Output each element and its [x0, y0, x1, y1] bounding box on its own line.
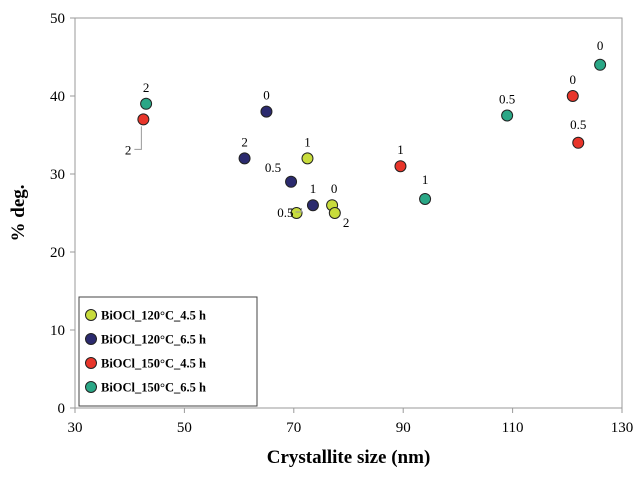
data-point: [301, 152, 314, 165]
point-label: 2: [125, 142, 132, 157]
y-tick-label: 0: [58, 401, 66, 417]
point-label: 0.5: [265, 160, 281, 175]
x-axis-title: Crystallite size (nm): [267, 447, 431, 468]
point-label: 1: [310, 181, 317, 196]
point-label: 2: [241, 134, 248, 149]
legend-label: BiOCl_120°C_4.5 h: [101, 309, 206, 323]
point-label: 0: [570, 72, 577, 87]
data-point: [594, 58, 607, 71]
data-point: [419, 192, 432, 205]
legend-label: BiOCl_120°C_6.5 h: [101, 333, 206, 347]
point-label: 0.5: [570, 117, 586, 132]
x-tick-label: 130: [611, 420, 634, 436]
point-label: 1: [397, 142, 404, 157]
legend: BiOCl_120°C_4.5 h BiOCl_120°C_6.5 h BiOCl_…: [78, 296, 258, 407]
legend-marker: [85, 381, 97, 393]
point-label: 0: [331, 181, 338, 196]
x-tick-label: 110: [502, 420, 524, 436]
data-point: [501, 109, 514, 122]
data-point: [572, 136, 585, 149]
legend-box: [78, 296, 258, 407]
point-label: 0: [263, 88, 270, 103]
x-tick-label: 90: [396, 420, 411, 436]
y-tick-label: 40: [50, 89, 65, 105]
y-tick-label: 30: [50, 167, 65, 183]
data-point: [238, 152, 251, 165]
data-point: [394, 160, 407, 173]
plot-area: [74, 17, 623, 409]
point-label: 0: [597, 38, 604, 53]
legend-marker: [85, 357, 97, 369]
x-tick-label: 50: [177, 420, 192, 436]
point-label: 2: [343, 215, 350, 230]
label-leader-line: [295, 208, 303, 213]
data-point: [328, 207, 341, 219]
y-tick-label: 50: [50, 11, 65, 27]
point-label: 2: [143, 80, 150, 95]
legend-label: BiOCl_150°C_4.5 h: [101, 357, 206, 371]
point-label: 1: [304, 134, 311, 149]
point-label: 0.5: [499, 92, 515, 107]
data-point: [566, 90, 579, 102]
data-points: [137, 58, 607, 219]
point-label: 0.5: [277, 205, 293, 220]
label-leader-line: [134, 126, 142, 150]
data-point: [290, 207, 303, 219]
y-tick-label: 10: [50, 323, 65, 339]
legend-label: BiOCl_150°C_6.5 h: [101, 381, 206, 395]
y-tick-label: 20: [50, 245, 65, 261]
x-tick-label: 30: [68, 420, 83, 436]
legend-marker: [85, 333, 97, 345]
data-point: [285, 175, 298, 188]
y-axis-title: % deg.: [8, 185, 29, 242]
data-point: [137, 113, 150, 126]
legend-marker: [85, 309, 97, 321]
data-point: [306, 199, 319, 212]
y-axis: 0 10 20 30 40 50: [50, 11, 75, 417]
x-axis: 30 50 70 90 110 130: [68, 408, 634, 436]
x-tick-label: 70: [286, 420, 301, 436]
point-label: 1: [422, 172, 429, 187]
plot-frame: [74, 17, 623, 409]
data-point: [140, 97, 153, 110]
data-point: [260, 105, 273, 118]
